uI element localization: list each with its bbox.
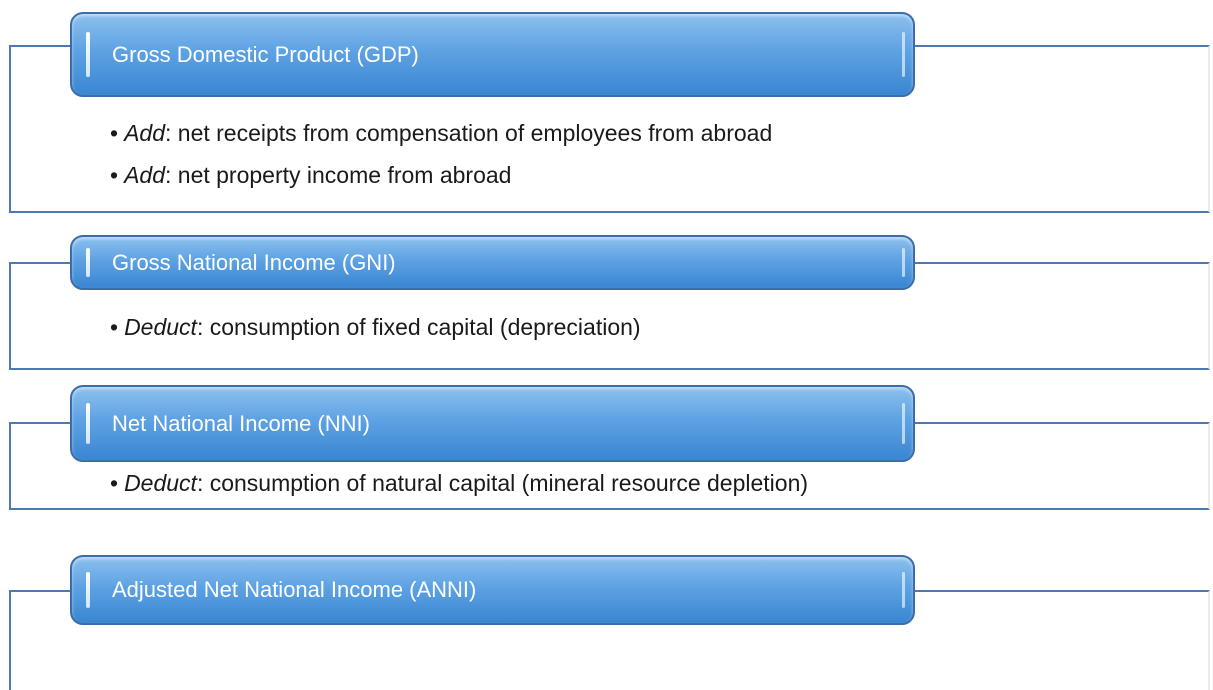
section-title: Adjusted Net National Income (ANNI)	[112, 577, 477, 602]
bullet-item: Deduct: consumption of natural capital (…	[110, 470, 808, 497]
bullet-text: : net receipts from compensation of empl…	[165, 120, 773, 146]
bullet-keyword: Add	[124, 162, 165, 188]
section-header: Net National Income (NNI)	[70, 385, 915, 462]
section-title: Gross Domestic Product (GDP)	[112, 41, 419, 67]
section-header: Adjusted Net National Income (ANNI)	[70, 555, 915, 625]
section-header: Gross Domestic Product (GDP)	[70, 12, 915, 97]
section-header: Gross National Income (GNI)	[70, 235, 915, 290]
bullet-item: Deduct: consumption of fixed capital (de…	[110, 314, 641, 341]
bullet-text: : net property income from abroad	[165, 162, 512, 188]
bullet-keyword: Add	[124, 120, 165, 146]
section-title: Gross National Income (GNI)	[112, 249, 396, 275]
bullet-item: Add: net receipts from compensation of e…	[110, 120, 772, 147]
bullet-text: : consumption of natural capital (minera…	[196, 470, 809, 496]
bullet-text: : consumption of fixed capital (deprecia…	[196, 314, 641, 340]
section-title: Net National Income (NNI)	[112, 410, 370, 436]
bullet-keyword: Deduct	[124, 470, 197, 496]
bullet-keyword: Deduct	[124, 314, 197, 340]
bullet-item: Add: net property income from abroad	[110, 162, 511, 189]
